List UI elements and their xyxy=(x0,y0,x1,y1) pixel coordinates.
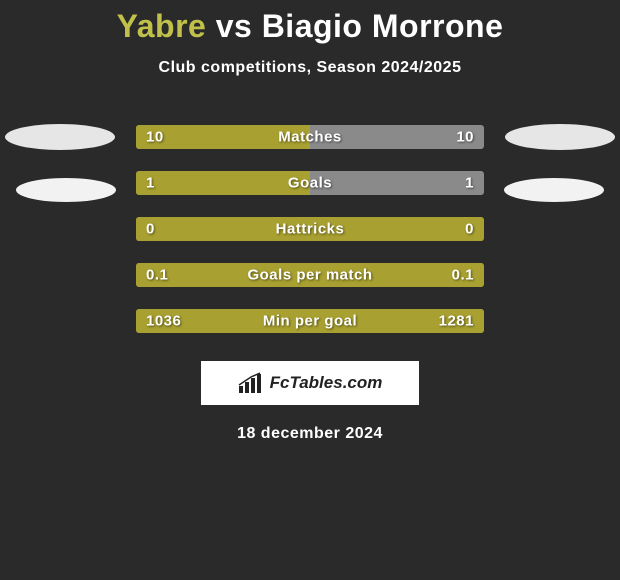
player2-photo-placeholder-1 xyxy=(505,124,615,150)
player2-name: Biagio Morrone xyxy=(262,8,504,44)
stat-bar: 1 Goals 1 xyxy=(136,171,484,195)
stat-bar: 0 Hattricks 0 xyxy=(136,217,484,241)
stat-value-left: 10 xyxy=(146,129,164,146)
stat-value-right: 0.1 xyxy=(452,267,474,284)
subtitle: Club competitions, Season 2024/2025 xyxy=(159,59,462,77)
bars-icon xyxy=(238,372,264,394)
stat-value-right: 1 xyxy=(465,175,474,192)
snapshot-date: 18 december 2024 xyxy=(237,425,383,443)
player1-photo-placeholder-2 xyxy=(16,178,116,202)
stat-label: Goals xyxy=(288,175,332,192)
stat-value-right: 10 xyxy=(456,129,474,146)
stat-value-left: 1036 xyxy=(146,313,181,330)
bar-fill-left xyxy=(136,171,310,195)
fctables-logo: FcTables.com xyxy=(201,361,419,405)
stat-value-left: 1 xyxy=(146,175,155,192)
player1-name: Yabre xyxy=(117,8,207,44)
logo-text: FcTables.com xyxy=(270,373,383,393)
player2-photo-placeholder-2 xyxy=(504,178,604,202)
stat-value-right: 0 xyxy=(465,221,474,238)
stat-value-left: 0.1 xyxy=(146,267,168,284)
stat-value-right: 1281 xyxy=(439,313,474,330)
stat-bar: 1036 Min per goal 1281 xyxy=(136,309,484,333)
vs-label: vs xyxy=(216,8,253,44)
player1-photo-placeholder-1 xyxy=(5,124,115,150)
stats-bars: 10Matches101Goals10Hattricks00.1Goals pe… xyxy=(136,125,484,333)
stat-label: Goals per match xyxy=(247,267,372,284)
stat-bar: 10 Matches 10 xyxy=(136,125,484,149)
stat-label: Min per goal xyxy=(263,313,357,330)
stat-value-left: 0 xyxy=(146,221,155,238)
comparison-container: Yabre vs Biagio Morrone Club competition… xyxy=(0,0,620,580)
page-title: Yabre vs Biagio Morrone xyxy=(117,8,504,45)
stat-bar: 0.1 Goals per match 0.1 xyxy=(136,263,484,287)
stat-label: Matches xyxy=(278,129,342,146)
stat-label: Hattricks xyxy=(276,221,345,238)
